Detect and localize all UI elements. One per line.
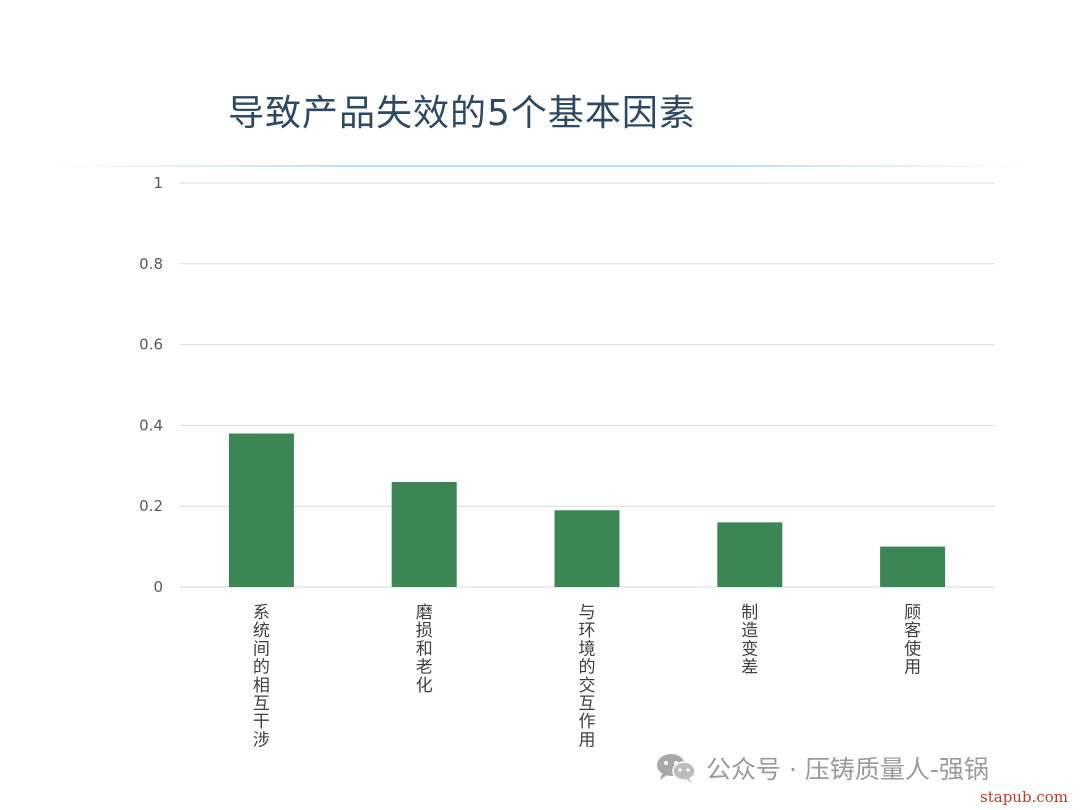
x-category-label: 与环境的交互作用 [579, 603, 596, 750]
bar [717, 522, 783, 587]
bar [880, 546, 946, 587]
bar [391, 481, 457, 587]
y-tick-label: 0.4 [139, 416, 163, 434]
x-category-label: 制造变差 [741, 603, 758, 678]
x-category-label: 磨损和老化 [416, 603, 433, 696]
wechat-icon [657, 754, 696, 783]
slide-title: 导致产品失效的5个基本因素 [228, 93, 696, 134]
y-tick-label: 1 [153, 174, 163, 192]
y-tick-label: 0.6 [139, 336, 163, 354]
watermark-text: 公众号 · 压铸质量人-强锅 [706, 755, 989, 784]
y-tick-label: 0.2 [139, 497, 163, 515]
x-category-label: 系统间的相互干涉 [253, 603, 270, 750]
bars [228, 433, 946, 587]
bar [554, 510, 620, 587]
y-tick-label: 0.8 [139, 255, 163, 273]
title-divider [50, 165, 1030, 167]
x-category-label: 顾客使用 [904, 603, 921, 678]
y-tick-label: 0 [153, 578, 163, 596]
site-mark: stapub.com [980, 788, 1068, 806]
bar [228, 433, 294, 587]
y-axis-ticks: 0 0.2 0.4 0.6 0.8 1 [139, 174, 163, 596]
watermark: 公众号 · 压铸质量人-强锅 [656, 750, 989, 786]
x-axis-categories: 系统间的相互干涉 磨损和老化 与环境的交互作用 制造变差 顾客使用 [253, 603, 921, 750]
